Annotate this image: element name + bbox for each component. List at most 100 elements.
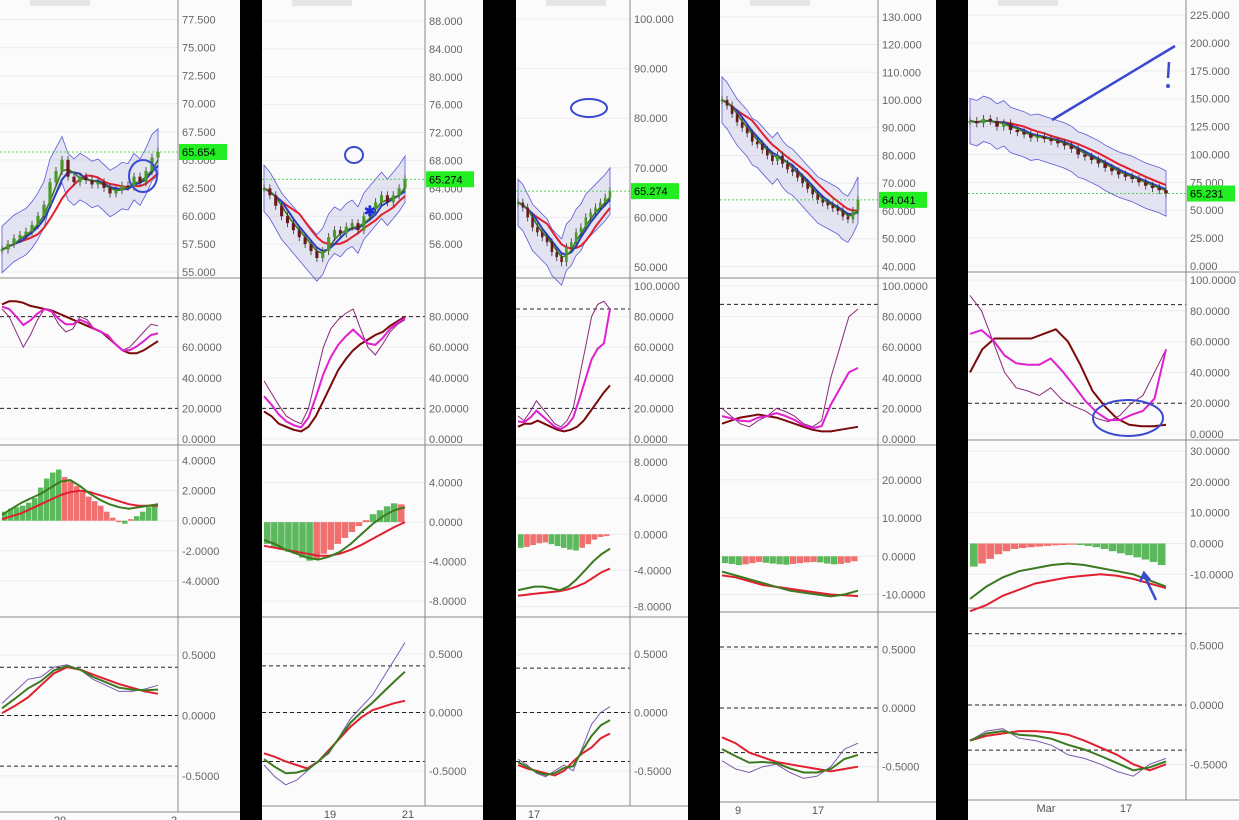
moving-average-blue [721, 99, 859, 216]
last-price-badge [879, 191, 927, 208]
macd-histogram-bar [783, 556, 790, 565]
macd-histogram-bar [817, 556, 824, 563]
macd-histogram-bar [44, 478, 50, 521]
macd-line [1, 479, 159, 516]
y-tick-label: 60.0000 [1190, 337, 1230, 349]
candle [18, 234, 22, 239]
macd-histogram-bar [1019, 543, 1027, 549]
y-tick-label: 40.0000 [429, 373, 469, 385]
y-tick-label: 2.0000 [182, 486, 216, 498]
y-tick-label: 0.0000 [429, 434, 463, 446]
y-tick-label: 20.0000 [429, 403, 469, 415]
macd-histogram-bar [735, 556, 742, 566]
stochastic-pane: 80.0000 60.0000 40.0000 20.0000 0.0000 [262, 308, 483, 446]
y-tick-label: 80.0000 [429, 312, 469, 324]
moving-average-green [721, 99, 859, 217]
macd-histogram-bar [2, 511, 8, 521]
y-tick-label: -10.0000 [1190, 569, 1233, 581]
oscillator-pane: 0.5000 0.0000 -0.5000 [262, 642, 483, 807]
y-tick-label: 0.0000 [1190, 429, 1224, 441]
stochastic-d-line [517, 384, 611, 433]
y-tick-label: 60.000 [634, 212, 668, 224]
y-tick-label: 175.000 [1190, 66, 1230, 78]
macd-histogram-bar [762, 556, 770, 563]
chart-background [262, 0, 483, 820]
macd-histogram-bar [1092, 543, 1101, 548]
stochastic-k-line [721, 308, 859, 428]
macd-histogram-bar [327, 522, 334, 550]
stochastic-k-line [969, 295, 1167, 423]
y-tick-label: 80.0000 [882, 312, 922, 324]
trend-arrow-line [1051, 44, 1176, 122]
macd-histogram-bar [104, 511, 110, 521]
candle [321, 251, 325, 259]
macd-histogram-bar [320, 522, 327, 554]
y-tick-label: 40.0000 [182, 373, 222, 385]
candle [608, 191, 612, 198]
stochastic-signal-line [1, 305, 159, 352]
y-tick-label: 68.000 [429, 155, 463, 167]
candle [362, 216, 366, 231]
candle [1035, 136, 1040, 139]
x-tick-label: 9 [735, 805, 741, 817]
macd-histogram-bar [994, 543, 1003, 555]
y-tick-label: -4.0000 [429, 557, 466, 569]
macd-histogram-bar [74, 486, 80, 521]
y-tick-label: 20.0000 [1190, 398, 1230, 410]
y-tick-label: 80.0000 [634, 312, 674, 324]
macd-histogram-bar [560, 534, 567, 548]
oscillator-mid-line [721, 748, 859, 774]
stochastic-pane: 80.0000 60.0000 40.0000 20.0000 0.0000 [0, 300, 240, 446]
candle [6, 243, 10, 250]
price-pane: 130.000 120.000 110.000 100.000 90.000 80.000… [720, 12, 936, 279]
y-tick-label: 80.000 [634, 113, 668, 125]
macd-histogram-bar [524, 534, 530, 547]
candle [1096, 160, 1101, 164]
moving-average-red [721, 99, 859, 212]
y-tick-label: 70.000 [182, 99, 216, 111]
candle [344, 226, 348, 234]
y-tick-label: 20.0000 [882, 403, 922, 415]
macd-histogram-bar [1027, 543, 1035, 548]
last-price-badge [1187, 185, 1235, 202]
y-tick-label: 70.000 [882, 178, 916, 190]
macd-histogram-bar [1125, 543, 1133, 556]
y-tick-label: 0.0000 [1190, 538, 1224, 550]
stochastic-d-line [263, 315, 406, 433]
candle [603, 197, 607, 203]
macd-histogram-bar [1149, 543, 1158, 562]
macd-histogram-bar [341, 522, 349, 538]
candle [1029, 134, 1033, 138]
macd-histogram-bar [313, 522, 320, 559]
y-tick-label: 67.500 [182, 127, 216, 139]
star-marker: ✱ [364, 203, 376, 219]
price-pane: 100.000 90.000 80.000 70.000 60.000 50.000 65.… [516, 14, 688, 287]
y-tick-label: 0.0000 [634, 434, 668, 446]
candle [1042, 136, 1047, 139]
y-tick-label: 120.000 [882, 40, 922, 52]
macd-histogram-bar [837, 556, 844, 564]
candle [1143, 182, 1148, 186]
candle [1015, 129, 1020, 133]
candle [338, 230, 342, 234]
macd-histogram-bar [573, 534, 579, 551]
y-tick-label: 40.0000 [882, 373, 922, 385]
macd-pane: 8.0000 4.0000 0.0000 -4.0000 -8.0000 [516, 457, 688, 618]
y-tick-label: 100.0000 [1190, 275, 1236, 287]
macd-pane: 20.0000 10.0000 0.0000 -10.0000 [720, 475, 936, 613]
candle [1116, 171, 1121, 175]
macd-histogram-bar [110, 517, 116, 521]
chart-column-5: 225.000 200.000 175.000 150.000 125.000 100.0… [968, 0, 1239, 820]
y-tick-label: 90.000 [882, 123, 916, 135]
macd-histogram-bar [803, 556, 810, 563]
y-tick-label: 125.000 [1190, 122, 1230, 134]
candle [1110, 167, 1114, 172]
macd-histogram-bar [824, 556, 831, 564]
candle [262, 188, 266, 190]
candle [102, 182, 106, 188]
candle [1062, 143, 1067, 146]
y-tick-label: 0.0000 [182, 711, 216, 723]
y-tick-label: 200.000 [1190, 38, 1230, 50]
y-tick-label: 0.0000 [182, 434, 216, 446]
last-price-badge [631, 183, 679, 200]
